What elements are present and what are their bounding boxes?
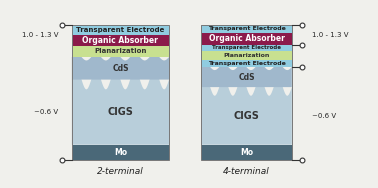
Text: Organic Absorber: Organic Absorber: [209, 34, 284, 43]
Text: 4-terminal: 4-terminal: [223, 167, 270, 176]
Bar: [72, 24, 169, 35]
Text: Mo: Mo: [114, 148, 127, 157]
Text: Planarization: Planarization: [94, 49, 147, 55]
Text: CdS: CdS: [238, 73, 255, 82]
Bar: [72, 46, 169, 57]
Polygon shape: [201, 78, 292, 145]
Bar: [72, 35, 169, 46]
Text: Organic Absorber: Organic Absorber: [82, 36, 158, 45]
Polygon shape: [72, 70, 169, 145]
Text: Transparent Electrode: Transparent Electrode: [208, 61, 285, 66]
Bar: [201, 60, 292, 67]
Bar: [201, 24, 292, 160]
Text: CIGS: CIGS: [234, 111, 259, 121]
Text: Mo: Mo: [240, 148, 253, 157]
Text: ~0.6 V: ~0.6 V: [34, 109, 58, 115]
Text: 2-terminal: 2-terminal: [97, 167, 144, 176]
Polygon shape: [201, 64, 292, 87]
Bar: [201, 33, 292, 45]
Bar: [201, 145, 292, 160]
Bar: [72, 145, 169, 160]
Bar: [72, 24, 169, 160]
Text: CdS: CdS: [112, 64, 129, 73]
Polygon shape: [72, 54, 169, 80]
Text: 1.0 - 1.3 V: 1.0 - 1.3 V: [22, 32, 58, 38]
Text: 1.0 - 1.3 V: 1.0 - 1.3 V: [312, 32, 348, 38]
Text: Transparent Electrode: Transparent Electrode: [212, 45, 281, 50]
Text: Transparent Electrode: Transparent Electrode: [76, 27, 164, 33]
Text: CIGS: CIGS: [107, 107, 133, 117]
Bar: [201, 45, 292, 51]
Text: ~0.6 V: ~0.6 V: [312, 113, 336, 119]
Text: Planarization: Planarization: [223, 53, 270, 58]
Bar: [201, 24, 292, 33]
Text: Transparent Electrode: Transparent Electrode: [208, 26, 285, 31]
Bar: [201, 51, 292, 60]
